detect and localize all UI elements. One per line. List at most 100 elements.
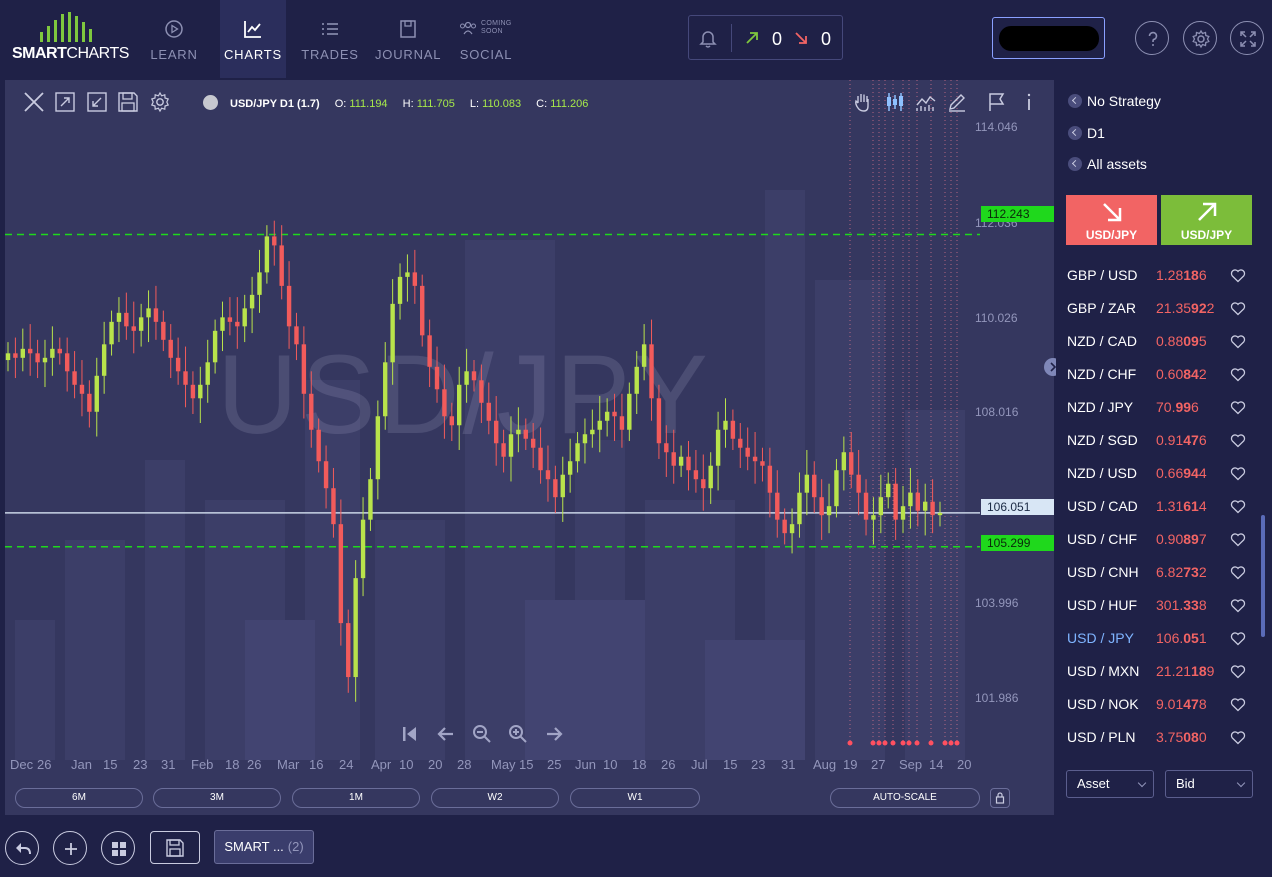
arrow-right-icon[interactable] <box>544 724 564 744</box>
heart-favorite-icon[interactable] <box>1230 301 1246 316</box>
x-tick-label: Sep <box>899 757 923 772</box>
watchlist-row[interactable]: NZD / USD 0.66944 <box>1056 457 1261 490</box>
candle-body <box>538 447 543 471</box>
nav-journal[interactable]: JOURNAL <box>375 0 441 78</box>
redacted-account-name <box>999 26 1099 51</box>
timeframe-3m-button[interactable]: 3M <box>153 788 281 808</box>
alerts-divider <box>731 24 732 52</box>
info-icon[interactable] <box>1018 91 1040 113</box>
help-button[interactable] <box>1135 21 1169 55</box>
heart-favorite-icon[interactable] <box>1230 499 1246 514</box>
gear-icon <box>1192 29 1210 49</box>
layout-grid-button[interactable] <box>101 831 135 865</box>
account-button[interactable] <box>992 17 1105 59</box>
open-external-icon[interactable] <box>54 91 76 113</box>
watchlist-row[interactable]: NZD / CHF 0.60842 <box>1056 358 1261 391</box>
lock-scale-button[interactable] <box>990 788 1010 808</box>
timeframe-w2-button[interactable]: W2 <box>431 788 559 808</box>
watchlist-row[interactable]: USD / MXN 21.21189 <box>1056 655 1261 688</box>
heart-favorite-icon[interactable] <box>1230 367 1246 382</box>
arrow-left-icon[interactable] <box>436 724 456 744</box>
flag-icon[interactable] <box>986 91 1008 113</box>
candle-body <box>738 438 743 448</box>
bell-icon[interactable] <box>697 27 719 49</box>
zoom-out-icon[interactable] <box>472 724 492 744</box>
heart-favorite-icon[interactable] <box>1230 466 1246 481</box>
x-tick-label: Jan <box>71 757 92 772</box>
chart-panel[interactable]: USD/JPY USD/JPY D1 (1.7) O: 111.194 H: 1… <box>5 80 1054 815</box>
asset-sort-select[interactable]: Asset <box>1066 770 1154 798</box>
sell-button[interactable]: USD/JPY <box>1066 195 1157 245</box>
timeframe-filter[interactable]: D1 <box>1068 125 1105 141</box>
add-chart-button[interactable] <box>53 831 87 865</box>
strategy-filter[interactable]: No Strategy <box>1068 93 1161 109</box>
auto-scale-button[interactable]: AUTO-SCALE <box>830 788 980 808</box>
candle-body <box>294 326 299 345</box>
undo-button[interactable] <box>5 831 39 865</box>
zoom-in-icon[interactable] <box>508 724 528 744</box>
candle-body <box>797 492 802 525</box>
watchlist-row[interactable]: NZD / CAD 0.88095 <box>1056 325 1261 358</box>
timeframe-6m-button[interactable]: 6M <box>15 788 143 808</box>
candles-icon[interactable] <box>884 91 906 113</box>
pencil-draw-icon[interactable] <box>946 91 968 113</box>
minimize-icon[interactable] <box>86 91 108 113</box>
watchlist-row[interactable]: USD / NOK 9.01478 <box>1056 688 1261 721</box>
gear-icon[interactable] <box>149 91 171 113</box>
save-layout-button[interactable] <box>150 831 200 864</box>
watchlist-row[interactable]: USD / CHF 0.90897 <box>1056 523 1261 556</box>
watchlist-row[interactable]: NZD / JPY 70.996 <box>1056 391 1261 424</box>
indicators-icon[interactable] <box>915 91 937 113</box>
nav-trades[interactable]: TRADES <box>297 0 363 78</box>
watchlist-pair: NZD / USD <box>1067 465 1137 481</box>
candle-body <box>775 492 780 520</box>
watchlist-row[interactable]: GBP / USD 1.28186 <box>1056 259 1261 292</box>
alerts-widget[interactable]: 0 0 <box>688 15 843 60</box>
nav-social[interactable]: COMING SOON SOCIAL <box>453 0 519 78</box>
heart-favorite-icon[interactable] <box>1230 433 1246 448</box>
nav-charts[interactable]: CHARTS <box>220 0 286 78</box>
fullscreen-button[interactable] <box>1230 21 1264 55</box>
hand-pan-icon[interactable] <box>852 91 874 113</box>
x-tick-label: 28 <box>457 757 472 772</box>
timeframe-1m-button[interactable]: 1M <box>292 788 420 808</box>
watchlist-pair: NZD / CAD <box>1067 333 1137 349</box>
candle-body <box>619 416 625 430</box>
watchlist-price: 0.91476 <box>1156 432 1207 448</box>
x-tick-label: Mar <box>277 757 300 772</box>
close-icon[interactable] <box>23 91 45 113</box>
watchlist-row[interactable]: USD / PLN 3.75080 <box>1056 721 1261 754</box>
candle-body <box>397 276 403 304</box>
asset-filter[interactable]: All assets <box>1068 156 1147 172</box>
watchlist-row[interactable]: USD / CAD 1.31614 <box>1056 490 1261 523</box>
heart-favorite-icon[interactable] <box>1230 730 1246 745</box>
watchlist-row[interactable]: GBP / ZAR 21.35922 <box>1056 292 1261 325</box>
candle-body <box>604 411 610 421</box>
workspace-tab[interactable]: SMART ... (2) <box>214 830 314 864</box>
nav-learn[interactable]: LEARN <box>141 0 207 78</box>
heart-favorite-icon[interactable] <box>1230 631 1246 646</box>
buy-button[interactable]: USD/JPY <box>1161 195 1252 245</box>
save-icon[interactable] <box>117 91 139 113</box>
current-price-tag: 106.051 <box>981 499 1054 515</box>
watchlist-scrollbar[interactable] <box>1261 515 1265 637</box>
heart-favorite-icon[interactable] <box>1230 268 1246 283</box>
heart-favorite-icon[interactable] <box>1230 598 1246 613</box>
heart-favorite-icon[interactable] <box>1230 697 1246 712</box>
lower-level-price-tag[interactable]: 105.299 <box>981 535 1054 551</box>
upper-level-price-tag[interactable]: 112.243 <box>981 206 1054 222</box>
heart-favorite-icon[interactable] <box>1230 334 1246 349</box>
timeframe-w1-button[interactable]: W1 <box>570 788 700 808</box>
heart-favorite-icon[interactable] <box>1230 664 1246 679</box>
watchlist-row[interactable]: USD / JPY 106.051 <box>1056 622 1261 655</box>
heart-favorite-icon[interactable] <box>1230 532 1246 547</box>
heart-favorite-icon[interactable] <box>1230 565 1246 580</box>
heart-favorite-icon[interactable] <box>1230 400 1246 415</box>
smartcharts-logo[interactable]: SMARTCHARTS <box>12 12 129 64</box>
jump-to-start-icon[interactable] <box>400 724 420 744</box>
watchlist-row[interactable]: USD / HUF 301.338 <box>1056 589 1261 622</box>
watchlist-row[interactable]: NZD / SGD 0.91476 <box>1056 424 1261 457</box>
price-type-select[interactable]: Bid <box>1165 770 1253 798</box>
watchlist-row[interactable]: USD / CNH 6.82732 <box>1056 556 1261 589</box>
settings-button[interactable] <box>1183 21 1217 55</box>
